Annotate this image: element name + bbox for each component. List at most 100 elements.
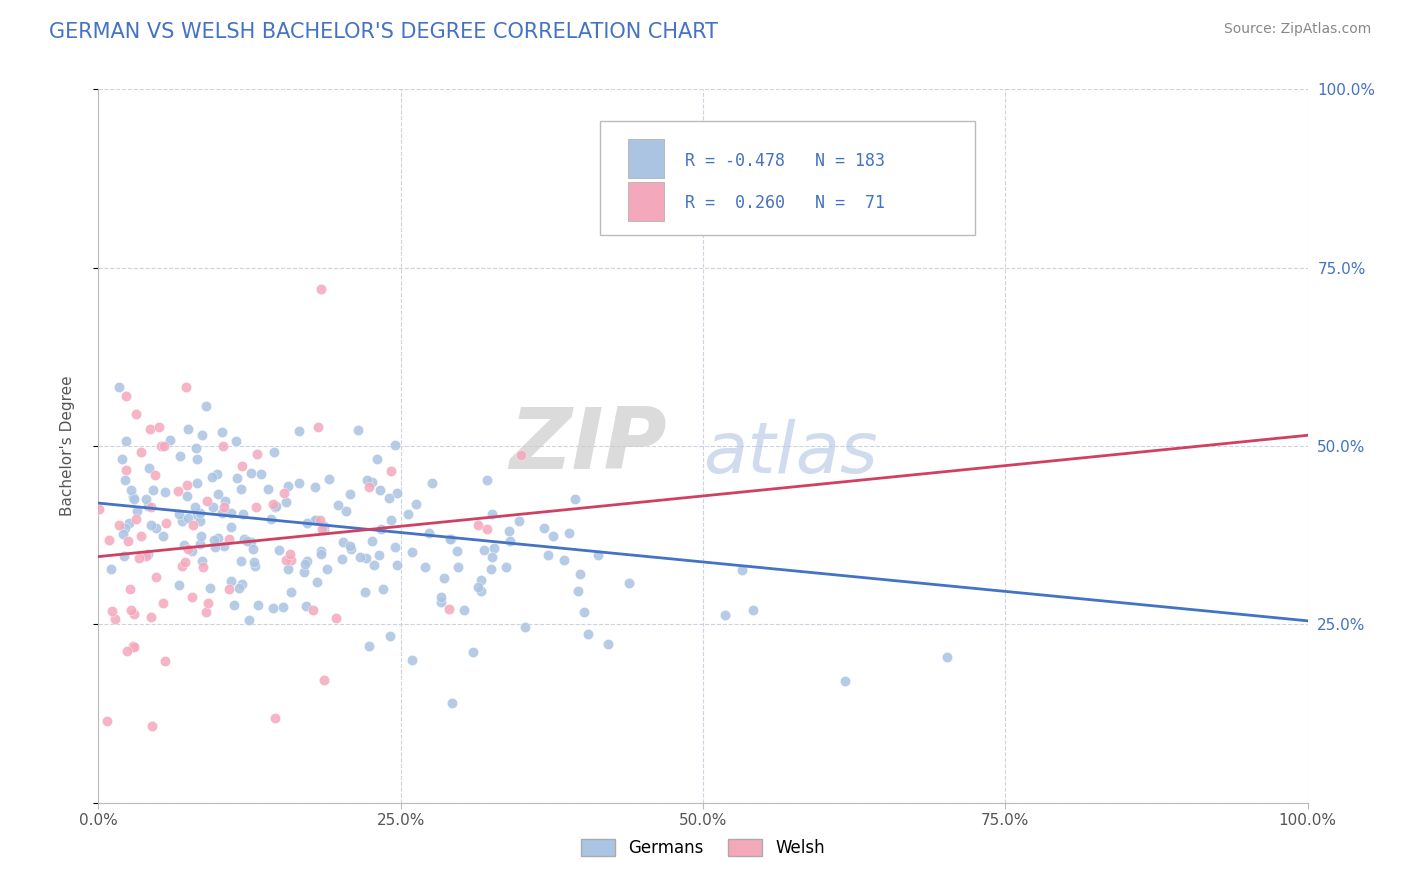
Point	[135, 492, 157, 507]
Point	[225, 434, 247, 448]
Point	[110, 451, 132, 466]
Point	[385, 558, 408, 572]
Point	[264, 500, 287, 514]
Point	[190, 529, 212, 543]
Point	[222, 598, 245, 612]
Point	[588, 549, 610, 563]
Point	[309, 282, 332, 296]
Point	[274, 495, 297, 509]
Point	[276, 479, 298, 493]
Point	[405, 497, 427, 511]
Point	[152, 596, 174, 610]
Point	[118, 516, 141, 530]
Point	[212, 539, 235, 553]
Y-axis label: Bachelor's Degree: Bachelor's Degree	[60, 376, 75, 516]
Point	[314, 523, 336, 537]
Point	[169, 449, 191, 463]
Point	[117, 533, 139, 548]
Point	[834, 674, 856, 689]
Text: R =  0.260   N =  71: R = 0.260 N = 71	[685, 194, 884, 212]
Point	[461, 645, 484, 659]
Point	[139, 500, 162, 515]
Point	[294, 558, 316, 572]
Point	[138, 422, 160, 436]
Point	[218, 532, 240, 546]
Point	[260, 512, 283, 526]
Point	[368, 548, 391, 562]
Point	[246, 447, 269, 461]
Text: Source: ZipAtlas.com: Source: ZipAtlas.com	[1223, 22, 1371, 37]
Point	[413, 559, 436, 574]
Point	[207, 531, 229, 545]
Point	[537, 549, 560, 563]
Point	[346, 423, 368, 437]
Point	[121, 490, 143, 504]
Point	[221, 519, 243, 533]
Point	[533, 521, 555, 535]
Point	[183, 518, 205, 533]
Point	[195, 399, 218, 413]
Point	[135, 549, 157, 564]
Point	[211, 425, 233, 440]
Point	[114, 521, 136, 535]
Point	[467, 580, 489, 594]
Point	[384, 540, 406, 554]
Point	[115, 644, 138, 658]
Point	[174, 555, 197, 569]
Point	[481, 508, 503, 522]
Point	[195, 493, 218, 508]
Point	[176, 510, 198, 524]
Point	[262, 601, 284, 615]
Point	[100, 562, 122, 576]
Point	[495, 560, 517, 574]
Text: R = -0.478   N = 183: R = -0.478 N = 183	[685, 152, 884, 169]
Point	[368, 483, 391, 498]
Point	[273, 486, 295, 500]
Point	[371, 582, 394, 597]
Point	[440, 532, 463, 546]
Point	[935, 649, 957, 664]
Point	[596, 637, 619, 651]
Point	[256, 482, 278, 496]
Point	[335, 504, 357, 518]
Point	[219, 574, 242, 589]
Point	[159, 433, 181, 447]
Point	[305, 513, 328, 527]
FancyBboxPatch shape	[600, 121, 976, 235]
Point	[96, 714, 118, 728]
Point	[174, 379, 197, 393]
Point	[498, 524, 520, 538]
Point	[228, 582, 250, 596]
Legend: Germans, Welsh: Germans, Welsh	[574, 831, 832, 866]
Point	[122, 640, 145, 655]
Point	[188, 537, 211, 551]
Point	[201, 470, 224, 484]
Point	[186, 441, 208, 455]
Point	[430, 595, 453, 609]
Text: atlas: atlas	[703, 418, 877, 488]
Point	[564, 491, 586, 506]
Point	[122, 639, 145, 653]
Point	[332, 534, 354, 549]
Point	[340, 542, 363, 557]
Point	[191, 427, 214, 442]
Point	[472, 543, 495, 558]
Point	[339, 539, 361, 553]
Point	[380, 464, 402, 478]
Point	[143, 467, 166, 482]
Point	[129, 445, 152, 459]
Point	[235, 533, 257, 548]
Point	[204, 540, 226, 554]
Point	[330, 551, 353, 566]
FancyBboxPatch shape	[628, 139, 664, 178]
Point	[360, 534, 382, 549]
Point	[557, 525, 579, 540]
Point	[97, 533, 120, 548]
Point	[128, 551, 150, 566]
Point	[418, 526, 440, 541]
Point	[107, 518, 129, 533]
Point	[295, 554, 318, 568]
Point	[155, 516, 177, 530]
Point	[377, 491, 399, 505]
Point	[568, 566, 591, 581]
